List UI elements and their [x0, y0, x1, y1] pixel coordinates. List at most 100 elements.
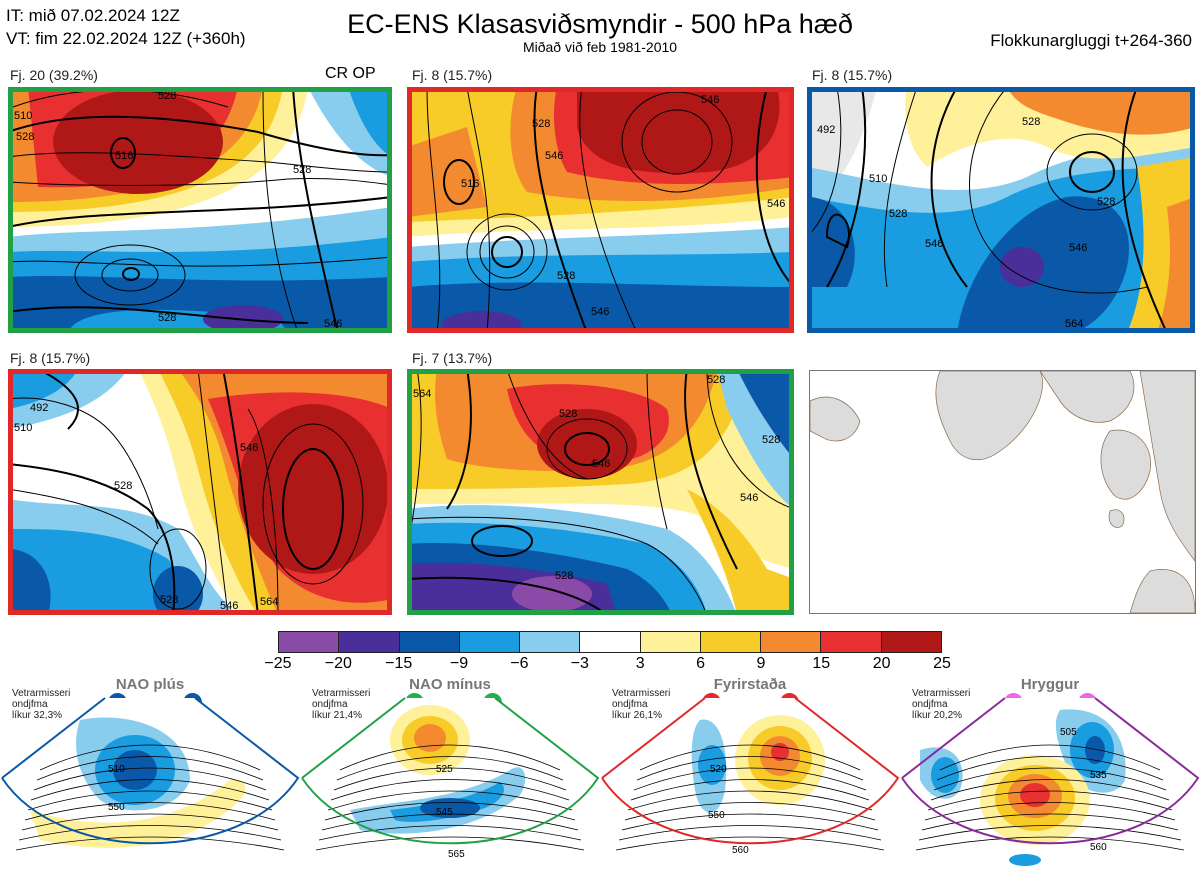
regime-map: 510 550	[0, 690, 300, 870]
contour-label: 546	[925, 238, 943, 250]
regime-frequency-text: líkur 20,2%	[912, 710, 963, 721]
contour-label: 528	[114, 480, 132, 492]
contour-label: 528	[707, 374, 725, 386]
colorbar-tick-label: 6	[696, 655, 705, 672]
contour-label: 564	[260, 596, 278, 608]
regime-contour-label: 560	[732, 845, 749, 856]
contour-label: 510	[14, 422, 32, 434]
contour-label: 546	[220, 600, 238, 612]
contour-label: 546	[767, 198, 785, 210]
regime-contour-label: 565	[448, 849, 465, 860]
regime-frequency-text: Vetrarmisseri	[912, 688, 971, 699]
cluster-label-4: Fj. 8 (15.7%)	[10, 350, 91, 366]
regime-frequency-text: líkur 32,3%	[12, 710, 63, 721]
contour-label: 528	[158, 90, 176, 102]
colorbar-tick-label: −20	[324, 655, 352, 672]
regime-contour-label: 545	[436, 807, 453, 818]
regime-contour-label: 525	[436, 764, 453, 775]
cluster-label-3: Fj. 8 (15.7%)	[812, 67, 893, 83]
colorbar-swatch	[761, 632, 822, 652]
colorbar-swatch	[339, 632, 400, 652]
contour-label: 492	[30, 402, 48, 414]
contour-label: 510	[14, 110, 32, 122]
contour-label: 510	[869, 173, 887, 185]
contour-label: 528	[762, 434, 780, 446]
contour-label: 492	[817, 124, 835, 136]
colorbar-swatch	[700, 632, 762, 652]
contour-label: 528	[889, 208, 907, 220]
contour-label: 546	[1069, 242, 1087, 254]
regime-contour-label: 560	[1090, 842, 1107, 853]
contour-label: 546	[592, 458, 610, 470]
contour-label: 528	[555, 570, 573, 582]
regime-contour-label: 550	[708, 810, 725, 821]
contour-label: 528	[16, 131, 34, 143]
colorbar-tick-label: 9	[756, 655, 766, 672]
colorbar-swatch	[640, 632, 701, 652]
contour-label: 546	[701, 94, 719, 106]
contour-label: 528	[293, 164, 311, 176]
colorbar-tick-label: 3	[635, 655, 645, 672]
contour-label: 546	[324, 318, 342, 330]
regime-map: 520 550 560	[600, 690, 900, 870]
contour-label: 546	[591, 306, 609, 318]
contour-label: 528	[158, 312, 176, 324]
contour-label: 528	[532, 118, 550, 130]
colorbar-tick-label: 25	[933, 655, 951, 672]
colorbar-swatch	[881, 632, 941, 652]
regime-frequency-text: Vetrarmisseri	[312, 688, 371, 699]
colorbar-tick-label: −3	[570, 655, 589, 672]
contour-label: 528	[1097, 196, 1115, 208]
regime-contour-label: 535	[1090, 770, 1107, 781]
colorbar-swatch	[520, 632, 581, 652]
colorbar-swatch	[459, 632, 521, 652]
regime-contour-label: 505	[1060, 727, 1077, 738]
contour-label: 564	[413, 388, 431, 400]
regime-name: NAO plús	[115, 676, 185, 693]
colorbar-swatch	[279, 632, 340, 652]
contour-label: 516	[461, 178, 479, 190]
cluster-label-1: Fj. 20 (39.2%)	[10, 67, 98, 83]
cluster-label-2: Fj. 8 (15.7%)	[412, 67, 493, 83]
regime-map: 525 545 565	[300, 690, 600, 870]
classification-window: Flokkunargluggi t+264-360	[990, 31, 1192, 50]
cluster-label-5: Fj. 7 (13.7%)	[412, 350, 493, 366]
colorbar-tick-label: −25	[264, 655, 292, 672]
colorbar-tick-label: 20	[872, 655, 891, 672]
regime-contour-label: 550	[108, 802, 125, 813]
contour-label: 516	[115, 150, 133, 162]
regime-frequency-text: líkur 21,4%	[312, 710, 363, 721]
valid-time: VT: fim 22.02.2024 12Z (+360h)	[6, 29, 246, 48]
contour-label: 528	[557, 270, 575, 282]
regime-contour-label: 510	[108, 764, 125, 775]
cluster-map-3: 492 510 528 528 546 528 546 564	[807, 87, 1195, 333]
regime-map: 505 535 560	[900, 690, 1200, 870]
regime-frequency-text: líkur 26,1%	[612, 710, 663, 721]
regime-name: Hryggur	[1020, 676, 1080, 693]
colorbar-swatch	[821, 632, 882, 652]
base-map	[809, 370, 1196, 614]
contour-label: 528	[160, 594, 178, 606]
cluster-map-2: 516 528 546 546 528 546 546	[407, 87, 794, 333]
page-title: EC-ENS Klasasviðsmyndir - 500 hPa hæð	[347, 9, 853, 39]
regime-frequency-text: ondjfma	[912, 699, 948, 710]
page-subtitle: Miðað við feb 1981-2010	[522, 39, 678, 55]
regime-frequency-text: ondjfma	[312, 699, 348, 710]
cluster-map-4: 492 528 546 510 528 546 564	[8, 369, 392, 615]
init-time: IT: mið 07.02.2024 12Z	[6, 6, 180, 25]
contour-label: 564	[1065, 318, 1083, 330]
cluster-map-1: 510 528 528 516 528 528 546	[8, 87, 392, 333]
contour-label: 546	[240, 442, 258, 454]
colorbar-swatch	[580, 632, 641, 652]
regime-name: Fyrirstaða	[713, 676, 787, 693]
contour-label: 546	[545, 150, 563, 162]
regime-frequency-text: Vetrarmisseri	[612, 688, 671, 699]
colorbar-swatch	[399, 632, 460, 652]
cluster-map-5: 528 528 546 528 564 528 546	[407, 369, 794, 615]
colorbar-tick-label: −6	[510, 655, 529, 672]
colorbar-tick-label: 15	[812, 655, 831, 672]
colorbar-tick-label: −15	[385, 655, 413, 672]
colorbar	[278, 631, 942, 653]
contour-label: 528	[1022, 116, 1040, 128]
regime-name: NAO mínus	[409, 676, 491, 693]
